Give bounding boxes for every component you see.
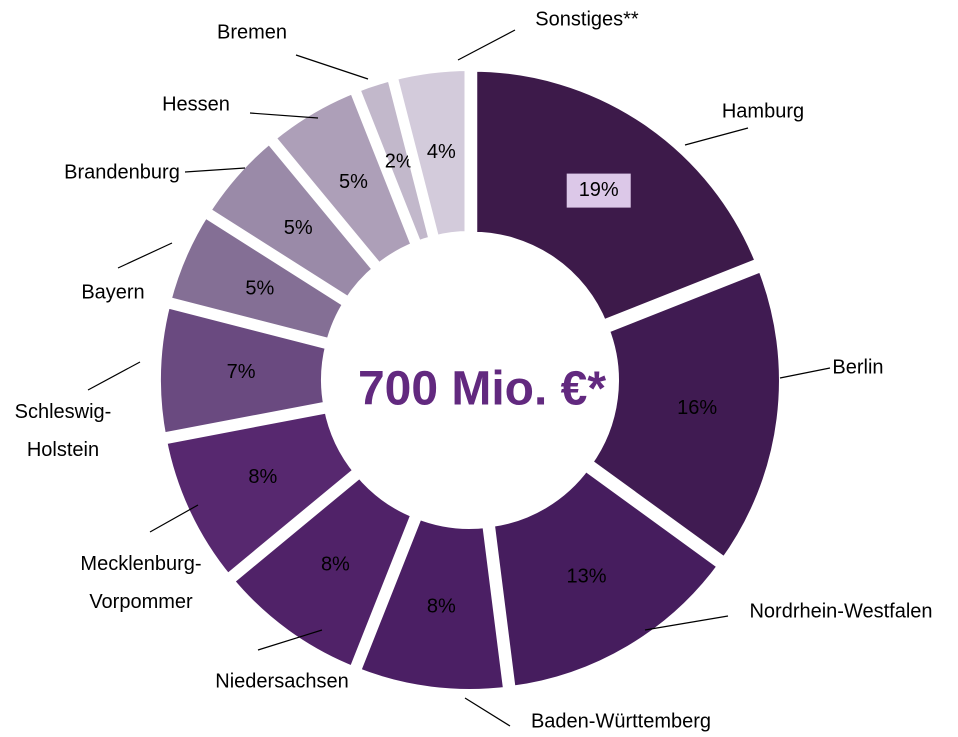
category-label: Schleswig- Holstein [15, 401, 112, 461]
value-label: 2% [385, 150, 414, 172]
center-text: 700 Mio. €* [358, 363, 606, 416]
category-label: Nordrhein-Westfalen [749, 600, 932, 622]
value-label: 5% [245, 277, 274, 299]
value-label: 7% [227, 361, 256, 383]
category-label-line: Mecklenburg- [80, 553, 201, 575]
value-label: 8% [427, 595, 456, 617]
donut-slice [580, 259, 789, 570]
leader-line [87, 361, 141, 391]
leader-line [464, 697, 511, 727]
value-label: 5% [339, 171, 368, 193]
category-label-line: Schleswig- [15, 401, 112, 423]
donut-slice [483, 458, 730, 697]
value-label: 16% [677, 397, 717, 419]
category-label: Bremen [217, 21, 287, 43]
leader-line [257, 629, 323, 651]
leader-line [644, 615, 729, 631]
leader-line [457, 29, 516, 61]
category-label: Baden-Württemberg [531, 710, 711, 732]
value-label-box [566, 173, 631, 208]
leader-line [684, 127, 749, 146]
category-label: Hessen [162, 93, 230, 115]
category-label: Bayern [81, 281, 144, 303]
category-label-line: Holstein [27, 439, 99, 461]
value-label: 8% [321, 554, 350, 576]
value-label: 19% [579, 179, 619, 201]
leader-line [184, 167, 246, 173]
leader-line [117, 242, 173, 269]
leader-line [779, 367, 831, 379]
value-label: 8% [248, 466, 277, 488]
value-label: 5% [284, 217, 313, 239]
leader-line [249, 112, 319, 119]
category-label: Berlin [832, 356, 883, 378]
category-label-line: Vorpommer [89, 591, 193, 613]
leader-line [295, 54, 369, 80]
leader-line [149, 504, 199, 533]
donut-slice [386, 61, 475, 247]
value-label: 13% [567, 565, 607, 587]
category-label: Niedersachsen [215, 670, 348, 692]
category-label: Brandenburg [64, 161, 180, 183]
category-label: Hamburg [722, 100, 804, 122]
category-label: Sonstiges** [535, 8, 639, 30]
category-label: Mecklenburg- Vorpommer [80, 553, 201, 613]
value-label: 4% [427, 141, 456, 163]
